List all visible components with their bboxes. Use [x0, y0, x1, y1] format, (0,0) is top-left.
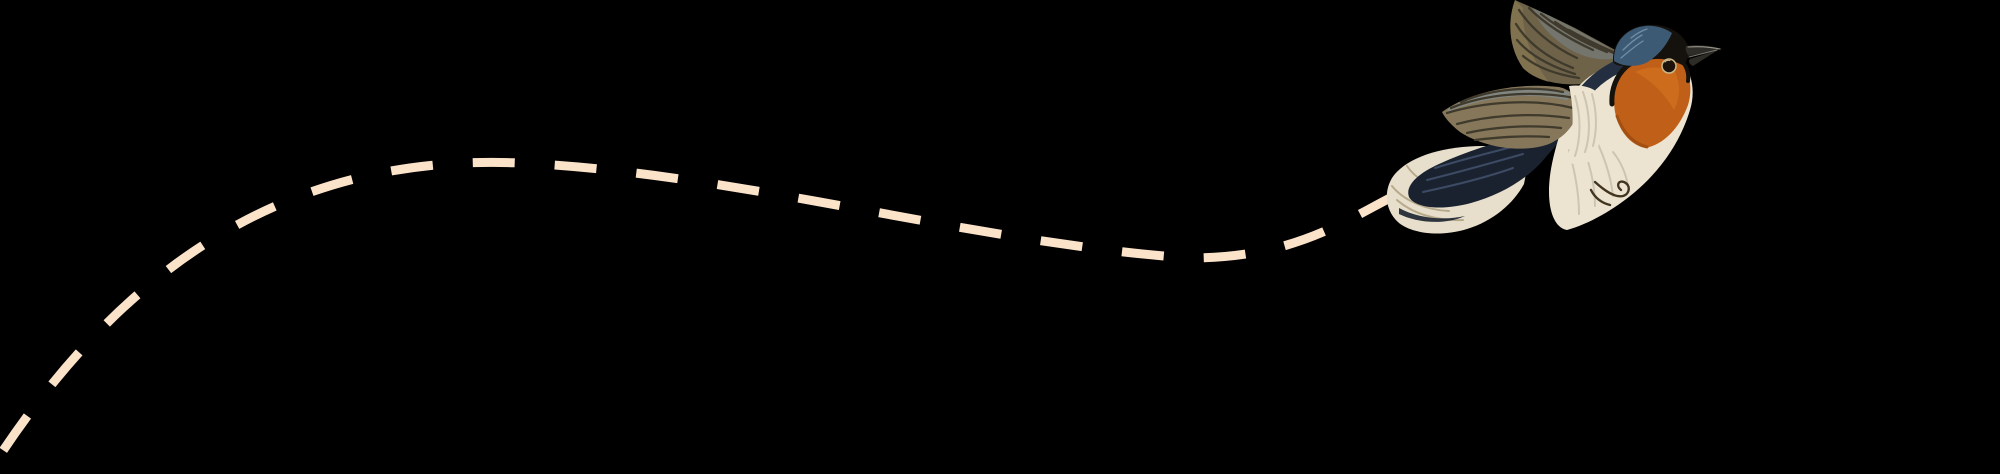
near-wing-feather-stripes [1445, 87, 1577, 142]
dashed-flight-path [0, 157, 1393, 464]
eye [1661, 58, 1677, 74]
beak-shape [1685, 45, 1722, 66]
head-shape [1612, 24, 1689, 67]
feet-curl [1589, 180, 1630, 207]
crown-speckles [1620, 28, 1648, 59]
far-wing-feather-stripes [1514, 6, 1631, 80]
near-wing-shape [1442, 85, 1603, 165]
swallow-bird-illustration [1386, 0, 1722, 234]
far-wing-shape [1510, 0, 1637, 85]
scapular-streaks [1574, 91, 1597, 157]
